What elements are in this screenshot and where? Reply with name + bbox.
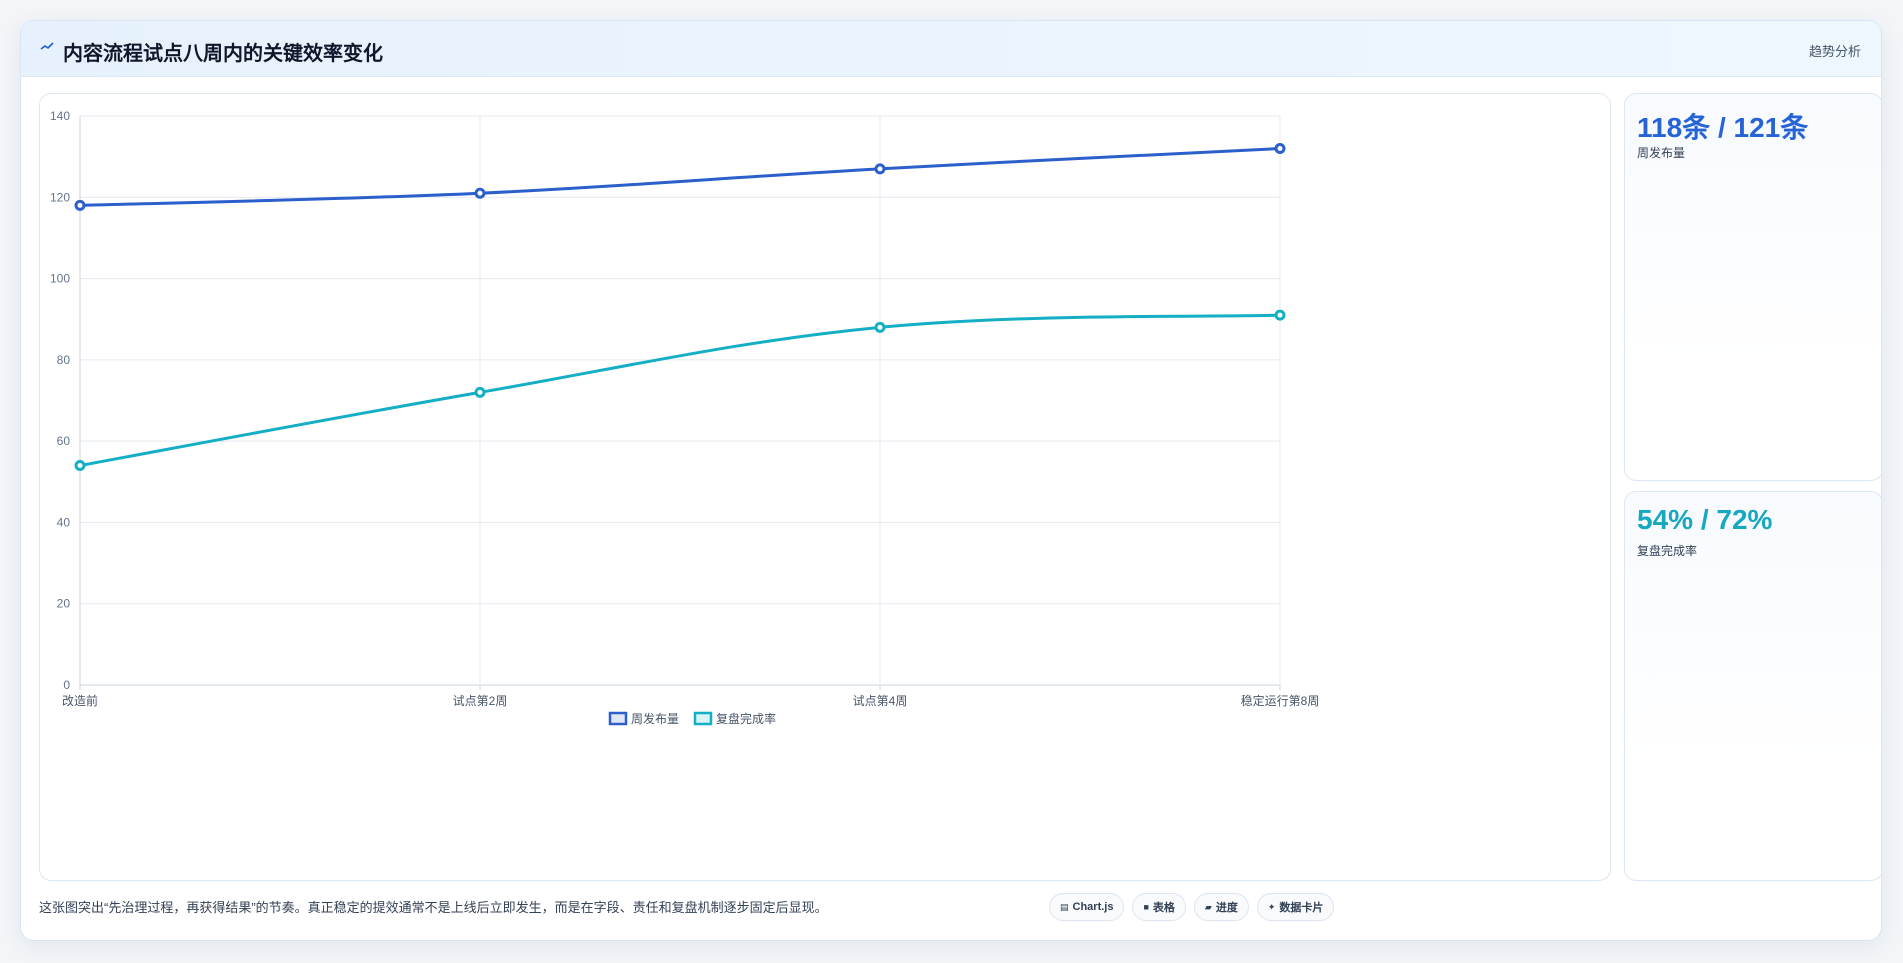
- chart-icon: ▤: [1060, 901, 1069, 912]
- series-line-1: [78, 147, 1282, 207]
- chip-data-card[interactable]: ✦ 数据卡片: [1256, 893, 1335, 921]
- y-tick-label: 0: [63, 678, 70, 692]
- series-point-2: [74, 460, 86, 472]
- stat-card-publish: 118条 / 121条 周发布量: [1624, 93, 1881, 481]
- table-icon: ■: [1143, 902, 1149, 912]
- chart-panel: 0 20 40 60 80 100 120 140 改造前 试点第2周 试点第4周 稳定运行第8周周发…: [39, 93, 1611, 881]
- series-point-1: [874, 163, 886, 175]
- chip-label: 数据卡片: [1279, 902, 1324, 914]
- stat-value-publish: 118条 / 121条: [1637, 112, 1809, 143]
- x-tick-label: 改造前: [62, 693, 98, 708]
- trend-analysis-tag: 趋势分析: [1808, 44, 1861, 59]
- x-tick-label: 试点第2周: [453, 693, 508, 708]
- card-title: 内容流程试点八周内的关键效率变化: [63, 43, 383, 65]
- chart-footnote: 这张图突出“先治理过程，再获得结果”的节奏。真正稳定的提效通常不是上线后立即发生…: [39, 900, 828, 915]
- chip-label: 表格: [1152, 902, 1175, 914]
- sparkle-icon: ✦: [1267, 901, 1276, 912]
- trend-card: 内容流程试点八周内的关键效率变化 趋势分析 0 20 40 60 80 100 120 140…: [20, 20, 1882, 941]
- card-header: 内容流程试点八周内的关键效率变化 趋势分析: [21, 21, 1881, 77]
- series-line-2: [78, 313, 1282, 468]
- legend-label-2: 复盘完成率: [716, 711, 776, 726]
- y-tick-label: 40: [57, 515, 71, 529]
- y-tick-label: 80: [57, 353, 71, 367]
- stat-label-review: 复盘完成率: [1637, 544, 1698, 558]
- legend-swatch-1: [608, 711, 628, 726]
- y-tick-label: 100: [50, 272, 70, 286]
- stat-card-review: 54% / 72% 复盘完成率: [1624, 491, 1881, 881]
- x-tick-label: 稳定运行第8周: [1241, 693, 1320, 708]
- chip-table[interactable]: ■ 表格: [1132, 893, 1186, 921]
- y-tick-label: 60: [57, 434, 71, 448]
- trend-icon: [40, 40, 54, 54]
- series-point-2: [1274, 309, 1286, 321]
- chip-progress[interactable]: ▰ 进度: [1193, 893, 1249, 921]
- legend-label-1: 周发布量: [631, 711, 679, 726]
- x-tick-label: 试点第4周: [853, 693, 908, 708]
- stat-label-publish: 周发布量: [1637, 146, 1686, 160]
- y-tick-label: 140: [50, 109, 70, 123]
- series-point-1: [74, 199, 86, 211]
- series-point-1: [474, 187, 486, 199]
- y-tick-label: 20: [57, 597, 71, 611]
- tool-chips: ▤ Chart.js ■ 表格 ▰ 进度 ✦ 数据卡片: [1049, 893, 1335, 921]
- chip-chartjs[interactable]: ▤ Chart.js: [1049, 893, 1125, 921]
- series-point-2: [474, 386, 486, 398]
- chip-label: 进度: [1215, 902, 1238, 914]
- legend-swatch-2: [693, 711, 713, 726]
- series-point-1: [1274, 143, 1286, 155]
- series-point-2: [874, 321, 886, 333]
- y-tick-label: 120: [50, 190, 70, 204]
- progress-icon: ▰: [1204, 901, 1212, 912]
- chip-label: Chart.js: [1072, 901, 1114, 913]
- line-chart: 0 20 40 60 80 100 120 140 改造前 试点第2周 试点第4周 稳定运行第8周周发…: [50, 109, 1320, 726]
- stat-value-review: 54% / 72%: [1637, 504, 1773, 535]
